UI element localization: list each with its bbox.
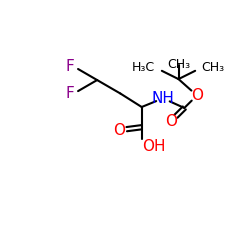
Text: CH₃: CH₃ [167, 58, 190, 71]
Text: CH₃: CH₃ [202, 61, 225, 74]
Text: H₃C: H₃C [132, 61, 155, 74]
Text: NH: NH [152, 91, 174, 106]
Text: F: F [65, 86, 74, 101]
Text: O: O [114, 122, 126, 138]
Text: O: O [165, 114, 177, 129]
Text: OH: OH [142, 139, 165, 154]
Text: O: O [191, 88, 203, 103]
Text: F: F [65, 59, 74, 74]
